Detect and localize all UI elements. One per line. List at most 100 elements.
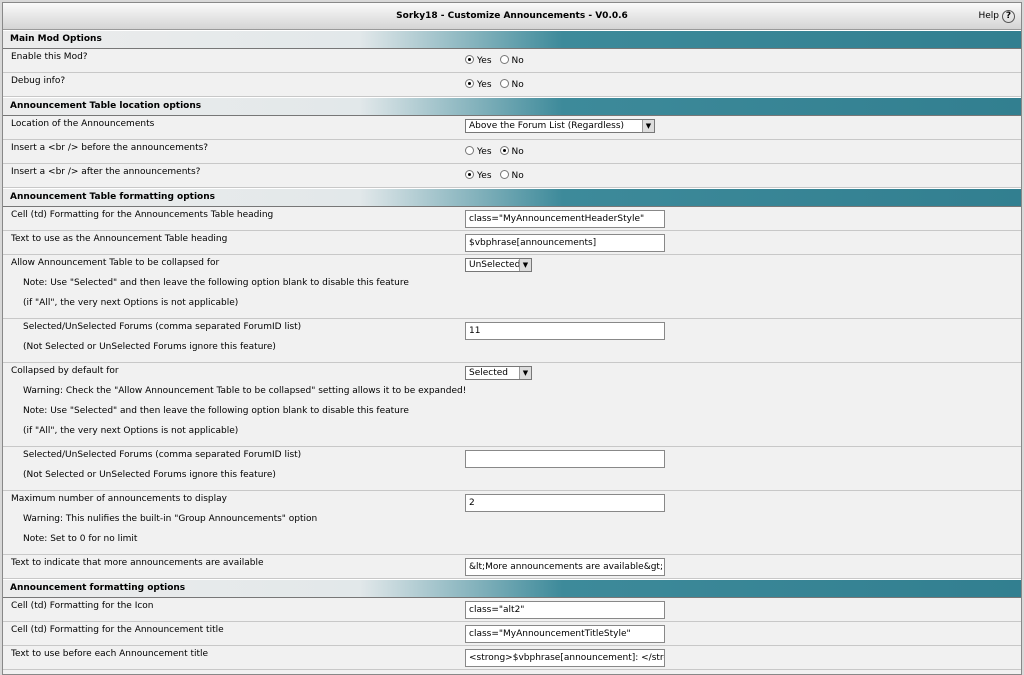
text-input[interactable]: class="MyAnnouncementHeaderStyle" [465, 210, 665, 228]
dropdown[interactable]: Above the Forum List (Regardless) ▼ [465, 119, 655, 133]
text-input[interactable]: 11 [465, 322, 665, 340]
option-note: Warning: Check the "Allow Announcement T… [23, 386, 467, 396]
text-input[interactable] [465, 450, 665, 468]
option-label: Allow Announcement Table to be collapsed… [11, 258, 220, 268]
option-row: Maximum number of announcements to displ… [3, 491, 1021, 555]
option-label: Enable this Mod? [11, 52, 88, 62]
dropdown-value[interactable]: Above the Forum List (Regardless) [469, 121, 625, 131]
option-row: Location of the Announcements Above the F… [3, 116, 1021, 140]
option-label: Collapsed by default for [11, 366, 119, 376]
option-row: Selected/UnSelected Forums (comma separa… [3, 447, 1021, 491]
help-icon[interactable]: ? [1002, 10, 1015, 23]
radio-label[interactable]: No [511, 56, 524, 66]
radio-label[interactable]: No [511, 80, 524, 90]
control: Yes No [465, 76, 532, 90]
radio-option[interactable]: No [499, 170, 524, 181]
dropdown-value[interactable]: UnSelected [469, 260, 521, 270]
option-note: Warning: This nulifies the built-in "Gro… [23, 514, 318, 524]
dropdown[interactable]: Selected ▼ [465, 366, 532, 380]
control: class="alt2" [465, 601, 665, 619]
control: class="MyAnnouncementHeaderStyle" [465, 210, 665, 228]
control: <strong>$vbphrase[announcement]: </stron… [465, 649, 665, 667]
title: Sorky18 - Customize Announcements - V0.0… [396, 11, 628, 21]
text-input[interactable]: <strong>$vbphrase[announcement]: </stron… [465, 649, 665, 667]
text-input[interactable]: $vbphrase[announcements] [465, 234, 665, 252]
control: Selected ▼ [465, 366, 532, 380]
control: class="MyAnnouncementTitleStyle" [465, 625, 665, 643]
section-header: Main Mod Options [3, 30, 1021, 49]
option-label: Text to indicate that more announcements… [11, 558, 264, 568]
dropdown-arrow[interactable]: ▼ [642, 120, 654, 132]
radio-button[interactable] [499, 146, 509, 155]
dropdown-arrow[interactable]: ▼ [519, 259, 531, 271]
text-input[interactable]: class="MyAnnouncementTitleStyle" [465, 625, 665, 643]
control: UnSelected ▼ [465, 258, 532, 272]
option-row: Cell (td) Formatting for the Icon class="… [3, 598, 1021, 622]
control: 2 [465, 494, 665, 512]
option-label: Insert a <br /> after the announcements? [11, 167, 201, 177]
radio-label[interactable]: No [511, 147, 524, 157]
option-label: Insert a <br /> before the announcements… [11, 143, 209, 153]
control: Yes No [465, 167, 532, 181]
control: Above the Forum List (Regardless) ▼ [465, 119, 655, 133]
radio-button[interactable] [465, 55, 474, 64]
help-text[interactable]: Help [978, 11, 999, 21]
radio-option[interactable]: Yes [465, 79, 492, 90]
option-label: Location of the Announcements [11, 119, 155, 129]
option-row: Debug info? Yes No [3, 73, 1021, 97]
option-label: Text to use as the Announcement Table he… [11, 234, 228, 244]
radio-button[interactable] [465, 170, 474, 179]
option-note: (Not Selected or UnSelected Forums ignor… [23, 342, 276, 352]
option-label: Selected/UnSelected Forums (comma separa… [23, 322, 302, 332]
option-row: Insert a <br /> before the announcements… [3, 140, 1021, 164]
text-input[interactable]: &lt;More announcements are available&gt; [465, 558, 665, 576]
option-label: Cell (td) Formatting for the Icon [11, 601, 154, 611]
radio-label[interactable]: Yes [477, 80, 492, 90]
option-note: Note: Use "Selected" and then leave the … [23, 406, 409, 416]
option-note: Note: Set to 0 for no limit [23, 534, 138, 544]
radio-label[interactable]: Yes [477, 147, 492, 157]
dropdown-value[interactable]: Selected [469, 368, 509, 378]
option-row: Allow Announcement Table to be collapsed… [3, 255, 1021, 319]
text-input[interactable]: 2 [465, 494, 665, 512]
help-link[interactable]: Help? [978, 3, 1015, 29]
radio-button[interactable] [465, 146, 474, 155]
radio-option[interactable]: Yes [465, 146, 492, 157]
option-row: Text to indicate that more announcements… [3, 555, 1021, 579]
option-note: (Not Selected or UnSelected Forums ignor… [23, 470, 276, 480]
radio-option[interactable]: No [499, 79, 524, 90]
option-row: Collapsed by default for Warning: Check t… [3, 363, 1021, 447]
control: $vbphrase[announcements] [465, 234, 665, 252]
option-label: Text to use before each Announcement tit… [11, 649, 209, 659]
radio-option[interactable]: Yes [465, 55, 492, 66]
option-row: Cell (td) Formatting for the Announcemen… [3, 622, 1021, 646]
section-header: Announcement Table formatting options [3, 188, 1021, 207]
dropdown[interactable]: UnSelected ▼ [465, 258, 532, 272]
option-row: Insert a <br /> after the announcements?… [3, 164, 1021, 188]
radio-button[interactable] [499, 55, 509, 64]
radio-label[interactable]: Yes [477, 171, 492, 181]
option-row: Selected/UnSelected Forums (comma separa… [3, 319, 1021, 363]
text-input[interactable]: class="alt2" [465, 601, 665, 619]
option-label: Debug info? [11, 76, 66, 86]
radio-label[interactable]: No [511, 171, 524, 181]
option-row: Text to use as the Announcement Table he… [3, 231, 1021, 255]
radio-option[interactable]: Yes [465, 170, 492, 181]
dropdown-arrow[interactable]: ▼ [519, 367, 531, 379]
control: Yes No [465, 143, 532, 157]
radio-button[interactable] [499, 170, 509, 179]
section-header: Announcement Table location options [3, 97, 1021, 116]
radio-option[interactable]: No [499, 55, 524, 66]
radio-button[interactable] [465, 79, 474, 88]
option-note: Note: Use "Selected" and then leave the … [23, 278, 409, 288]
option-note: (if "All", the very next Options is not … [23, 426, 239, 436]
control: Yes No [465, 52, 532, 66]
option-row: Enable this Mod? Yes No [3, 49, 1021, 73]
radio-option[interactable]: No [499, 146, 524, 157]
radio-label[interactable]: Yes [477, 56, 492, 66]
radio-button[interactable] [499, 79, 509, 88]
form: Main Mod Options Enable this Mod? Yes No Deb… [3, 30, 1021, 670]
option-row: Text to use before each Announcement tit… [3, 646, 1021, 670]
